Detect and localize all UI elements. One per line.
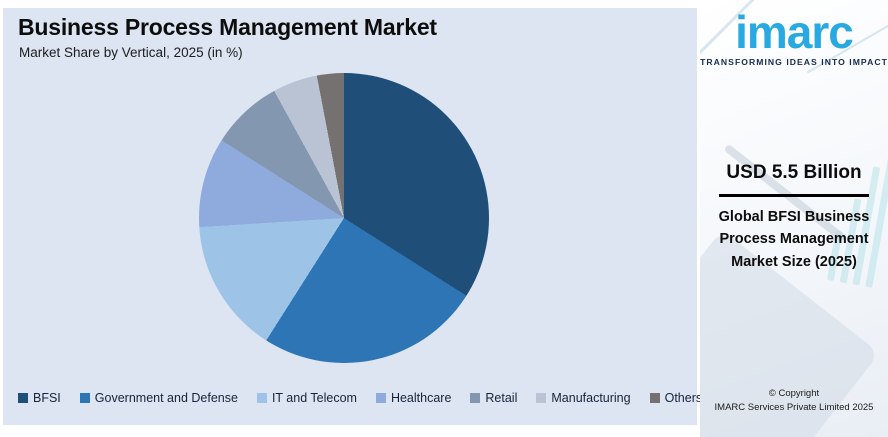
legend-label: Healthcare [390, 391, 452, 405]
imarc-logo-tagline: TRANSFORMING IDEAS INTO IMPACT [700, 56, 888, 67]
legend-swatch [470, 393, 481, 403]
market-size-value: USD 5.5 Billion [726, 162, 862, 183]
legend-item-government-and-defense: Government and Defense [79, 391, 238, 405]
legend-swatch [536, 393, 547, 403]
legend-label: Manufacturing [551, 391, 631, 405]
legend-swatch [79, 393, 90, 403]
legend-label: BFSI [33, 391, 61, 405]
copyright-line2: IMARC Services Private Limited 2025 [714, 402, 874, 414]
chart-title: Business Process Management Market [18, 14, 437, 40]
market-size-label: Global BFSI Business Process Management … [718, 209, 870, 270]
legend-item-it-and-telecom: IT and Telecom [256, 391, 357, 405]
copyright-line1: © Copyright [768, 388, 820, 400]
legend-swatch [256, 393, 267, 403]
legend-label: Others [664, 391, 703, 405]
legend-label: Government and Defense [94, 391, 238, 405]
imarc-logo: imarc TRANSFORMING IDEAS INTO IMPACT [700, 6, 888, 67]
legend-swatch [18, 393, 28, 403]
legend-item-bfsi: BFSI [18, 391, 61, 405]
legend-item-manufacturing: Manufacturing [536, 391, 631, 405]
stat-divider [719, 194, 869, 197]
chart-card: Business Process Management Market Marke… [3, 8, 702, 425]
chart-subtitle: Market Share by Vertical, 2025 (in %) [19, 45, 243, 60]
copyright-notice: © Copyright IMARC Services Private Limit… [700, 387, 888, 415]
imarc-logo-text: imarc [735, 6, 854, 58]
legend: BFSI Government and Defense IT and Telecom… [18, 391, 702, 405]
legend-item-others: Others [649, 391, 703, 405]
legend-item-healthcare: Healthcare [375, 391, 452, 405]
legend-label: Retail [485, 391, 518, 405]
legend-swatch [375, 393, 386, 403]
legend-swatch [649, 393, 660, 403]
pie-chart [199, 73, 489, 363]
side-panel: imarc TRANSFORMING IDEAS INTO IMPACT USD… [700, 0, 888, 437]
legend-label: IT and Telecom [271, 391, 357, 405]
legend-item-retail: Retail [470, 391, 517, 405]
